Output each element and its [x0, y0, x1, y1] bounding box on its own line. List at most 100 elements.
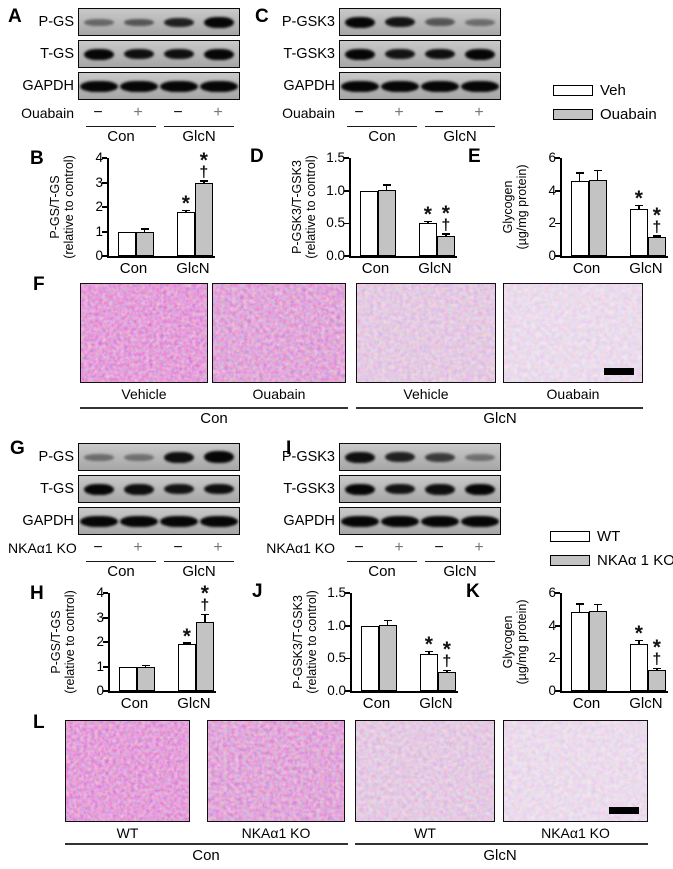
error-bar [203, 180, 205, 184]
panel-i-blot: P-GSK3 T-GSK3 GAPDH NKAα1 KO − + − + Con GlcN [255, 443, 503, 580]
treatment-marks: − + − + [78, 105, 238, 121]
blot-lane [159, 484, 199, 494]
blot-lane [119, 453, 159, 461]
blot-band [124, 49, 154, 59]
treatment-mark: + [213, 104, 223, 121]
legend-swatch [553, 85, 593, 96]
micrograph-texture [213, 284, 345, 382]
bar-glcn-open [177, 644, 196, 691]
y-tick-label: 4 [548, 182, 556, 198]
blot-band [80, 515, 118, 527]
blot-band [160, 515, 198, 527]
blot-row: T-GSK3 [255, 40, 503, 68]
error-bar-cap [634, 204, 643, 207]
blot-band [385, 49, 415, 59]
group-underline [355, 843, 648, 845]
blot-band [164, 451, 194, 463]
blot-lane [460, 18, 500, 26]
blot-row-label: P-GSK3 [281, 14, 335, 30]
bar-con-open [570, 180, 589, 256]
legend-item: Ouabain [553, 106, 657, 123]
error-bar [428, 651, 430, 654]
error-bar [204, 614, 206, 623]
blot-band [381, 515, 419, 527]
asterisk-mark: * [182, 624, 191, 648]
group-lines [347, 126, 503, 127]
blot-lane [460, 483, 500, 495]
bar-glcn-open [629, 209, 648, 256]
blot-band [425, 452, 455, 462]
blot-lane [420, 515, 460, 527]
group-underline [164, 561, 234, 562]
blot-row: T-GS [8, 475, 242, 503]
blot-band [341, 515, 379, 527]
asterisk-mark: * [652, 636, 661, 660]
error-bar-cap [442, 669, 451, 672]
decorative-element: Glycogen [501, 615, 515, 669]
blot-band [465, 48, 495, 60]
group-lines [86, 561, 242, 562]
error-bar-cap [181, 209, 190, 212]
panel-letter-l: L [33, 712, 45, 733]
y-tick-label: 4 [95, 150, 103, 165]
chart-b: P-GS/T-GS (relative to control) * * † 0 1 2 3 4 Co… [19, 148, 229, 280]
y-tick-mark [102, 181, 107, 184]
significance-marks: * [175, 193, 197, 214]
blot-band [200, 515, 238, 527]
y-tick-label: 4 [96, 585, 104, 600]
blot-box [78, 40, 240, 68]
error-bar [386, 620, 389, 626]
blot-band [84, 48, 114, 60]
chart-k: Glycogen (µg/mg protein) * * † 0 2 4 6 Con GlcN [472, 583, 673, 715]
treatment-mark: + [474, 539, 484, 556]
blot-band [204, 16, 234, 28]
treatment-row: NKAα1 KO − + − + [255, 539, 503, 557]
y-tick-mark [103, 641, 108, 643]
blot-row: T-GSK3 [255, 475, 503, 503]
significance-marks: * † [646, 636, 668, 668]
error-bar-cap [441, 233, 450, 235]
error-bar [596, 604, 599, 611]
blot-band [385, 484, 415, 494]
bar-glcn-filled [647, 669, 666, 691]
asterisk-mark: * [634, 622, 643, 646]
blot-box [339, 507, 501, 535]
y-tick-label: 2 [96, 634, 104, 649]
micrograph-texture [357, 284, 495, 382]
treatment-mark: + [474, 104, 484, 121]
error-bar-cap [593, 169, 602, 172]
panel-a-blot: P-GS T-GS GAPDH Ouabain − + − + Con GlcN [8, 8, 242, 145]
blot-lane [199, 484, 239, 494]
blot-band [465, 18, 495, 26]
significance-marks: * † [194, 583, 216, 614]
blot-lane [159, 49, 199, 59]
blot-band [425, 49, 455, 59]
x-category-label: GlcN [629, 695, 663, 712]
bar-con-filled [588, 180, 607, 256]
y-tick-label: 1 [96, 658, 104, 674]
micrograph-label: NKAα1 KO [541, 825, 610, 841]
y-tick-label: 1.0 [326, 182, 345, 198]
blot-band [345, 483, 375, 495]
blot-band [421, 80, 459, 92]
blot-row: GAPDH [8, 507, 242, 535]
chart-d: P-GSK3/T-GSK3 (relative to control) * * † 0.0… [261, 148, 471, 280]
group-label: GlcN [483, 410, 517, 427]
panel-letter-c: C [255, 6, 269, 27]
y-tick-mark [344, 222, 349, 225]
bar-con-open [117, 231, 136, 256]
significance-marks: * † [435, 203, 457, 234]
bar-con-filled [588, 610, 607, 691]
blot-band [164, 484, 194, 494]
micrograph-label: Vehicle [403, 386, 449, 402]
plot-area: * * † [344, 157, 457, 258]
dagger-mark: † [652, 218, 662, 236]
bar-glcn-open [418, 223, 437, 256]
micrograph-texture [356, 721, 494, 821]
y-tick-mark [345, 690, 350, 692]
panel-letter-f: F [33, 274, 45, 295]
decorative-element [66, 721, 189, 821]
blot-lane [420, 18, 460, 26]
plot-area: * * † [102, 150, 215, 258]
